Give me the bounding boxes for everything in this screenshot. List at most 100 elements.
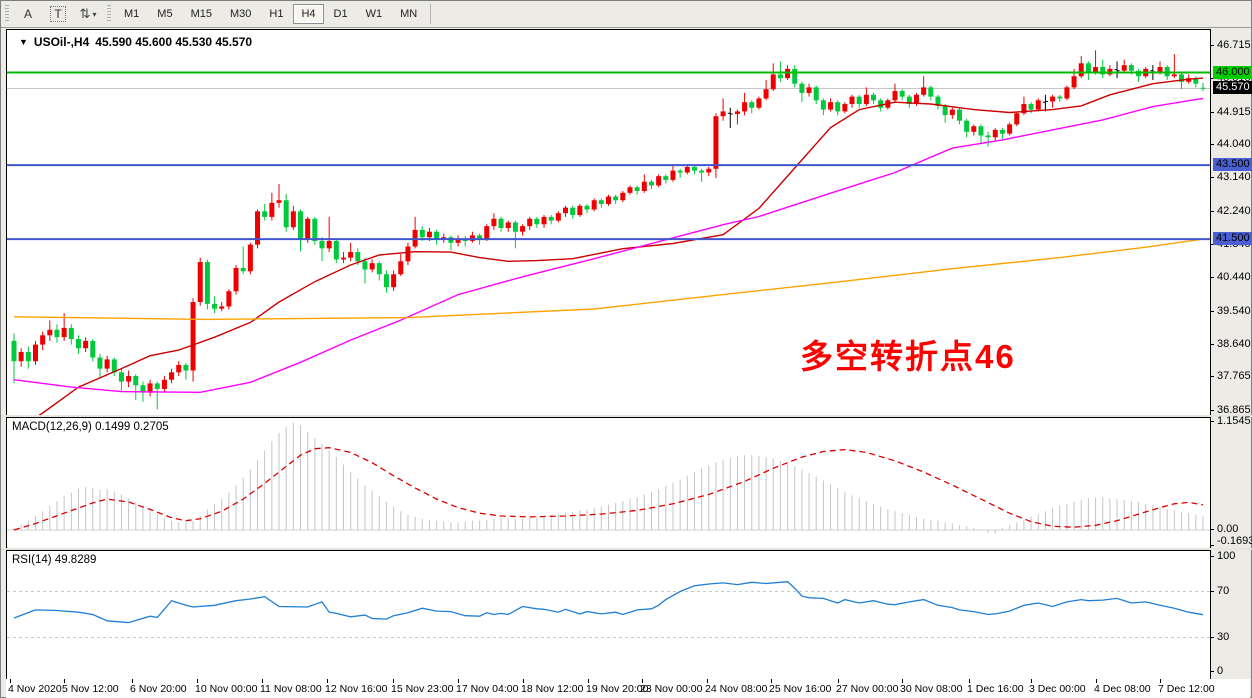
text-tool-button[interactable]: T: [44, 3, 72, 25]
price-axis-label: 44.915: [1217, 105, 1251, 118]
rsi-axis-label: 100: [1217, 550, 1236, 562]
axis-tick-mark: [1210, 210, 1214, 212]
time-axis-label: 4 Nov 2020: [8, 683, 62, 695]
ma-fast-red: [36, 77, 1204, 416]
time-axis-tick: [1160, 679, 1161, 683]
time-axis-label: 11 Nov 08:00: [260, 683, 322, 695]
macd-chart-svg[interactable]: [7, 418, 1210, 549]
timeframe-button-m30[interactable]: M30: [229, 8, 252, 20]
rsi-axis-label: 70: [1217, 584, 1230, 597]
timeframe-button-h4[interactable]: H4: [293, 4, 324, 24]
macd-histogram: [13, 422, 1204, 534]
price-axis-badge: 43.500: [1213, 158, 1252, 172]
axis-tick-mark: [1210, 343, 1214, 345]
rsi-chart-svg[interactable]: [7, 551, 1210, 679]
ma-slow-orange: [13, 238, 1204, 321]
price-axis-label: 43.140: [1217, 171, 1251, 184]
timeframe-bar: M1 M5 M15 M30 H1 H4 D1 W1 MN: [115, 4, 426, 24]
time-axis-tick: [902, 679, 903, 683]
chevron-down-icon: ▾: [92, 9, 97, 19]
time-axis-tick: [838, 679, 839, 683]
time-axis-tick: [64, 679, 65, 683]
rsi-axis-label: 30: [1217, 630, 1230, 643]
price-axis-label: 40.440: [1217, 271, 1251, 284]
rsi-line: [13, 581, 1204, 624]
time-axis-label: 7 Dec 12:00: [1158, 683, 1215, 695]
time-axis-label: 17 Nov 04:00: [456, 683, 519, 695]
panel-separator-2[interactable]: [1, 548, 1252, 550]
axis-tick-mark: [1210, 556, 1214, 557]
time-axis-tick: [10, 679, 11, 683]
macd-panel[interactable]: MACD(12,26,9) 0.1499 0.2705: [6, 417, 1211, 550]
symbol-title: ▼ USOil-,H4 45.590 45.600 45.530 45.570: [19, 35, 252, 49]
axis-tick-mark: [1210, 376, 1214, 378]
timeframe-button-h1[interactable]: H1: [269, 8, 284, 20]
axis-tick-mark: [1210, 177, 1214, 179]
time-axis[interactable]: 4 Nov 2020 5 Nov 12:00 6 Nov 20:00 10 Nov 0…: [6, 679, 1250, 698]
toolbar-grip[interactable]: [5, 5, 9, 23]
time-axis-label: 12 Nov 16:00: [325, 683, 388, 695]
toolbar-grip-2[interactable]: [107, 5, 111, 23]
price-axis-label: 39.540: [1217, 304, 1251, 317]
time-axis-tick: [1031, 679, 1032, 683]
time-axis-tick: [771, 679, 772, 683]
time-axis-label: 10 Nov 00:00: [195, 683, 258, 695]
axis-tick-mark: [1210, 421, 1214, 423]
main-chart-panel[interactable]: ▼ USOil-,H4 45.590 45.600 45.530 45.570 …: [6, 29, 1211, 417]
time-axis-tick: [327, 679, 328, 683]
toolbar-separator: [430, 4, 432, 24]
rsi-panel[interactable]: RSI(14) 49.8289: [6, 550, 1211, 680]
price-chart-svg[interactable]: [7, 30, 1210, 416]
time-axis-tick: [642, 679, 643, 683]
rsi-axis-label: 0: [1217, 665, 1224, 677]
price-axis-label: 37.765: [1217, 370, 1251, 383]
time-axis-tick: [197, 679, 198, 683]
axis-tick-mark: [1210, 244, 1214, 246]
timeframe-button-m15[interactable]: M15: [190, 8, 212, 20]
time-axis-label: 1 Dec 16:00: [967, 683, 1024, 695]
axis-tick-mark: [1210, 671, 1214, 672]
timeframe-button-d1[interactable]: D1: [333, 8, 348, 20]
price-axis-badge: 46.000: [1213, 65, 1252, 79]
timeframe-button-w1[interactable]: W1: [365, 8, 383, 20]
ma-mid-magenta: [13, 97, 1204, 394]
timeframe-button-m5[interactable]: M5: [157, 8, 173, 20]
time-axis-tick: [707, 679, 708, 683]
time-axis-tick: [523, 679, 524, 683]
time-axis-tick: [588, 679, 589, 683]
axis-tick-mark: [1210, 144, 1214, 146]
axis-tick-mark: [1210, 45, 1214, 47]
symbol-name: USOil-,H4: [33, 35, 90, 49]
symbol-ohlc: 45.590 45.600 45.530 45.570: [95, 35, 253, 49]
time-axis-label: 5 Nov 12:00: [62, 683, 119, 695]
time-axis-label: 25 Nov 16:00: [769, 683, 832, 695]
time-axis-tick: [262, 679, 263, 683]
panel-separator-1[interactable]: [1, 415, 1252, 417]
rsi-label: RSI(14) 49.8289: [12, 554, 97, 566]
price-axis-label: 38.640: [1217, 337, 1251, 350]
candles-layer: [11, 50, 1206, 410]
time-axis-label: 18 Nov 12:00: [521, 683, 584, 695]
price-axis[interactable]: 46.71545.81544.91544.04043.14042.24041.3…: [1210, 29, 1252, 679]
macd-axis-label: 0.00: [1217, 523, 1239, 535]
macd-label: MACD(12,26,9) 0.1499 0.2705: [12, 421, 169, 433]
macd-axis-label: -0.1693: [1217, 535, 1252, 547]
macd-axis-label: 1.1545: [1217, 415, 1251, 428]
axis-tick-mark: [1210, 111, 1214, 113]
timeframe-button-mn[interactable]: MN: [400, 8, 418, 20]
timeframe-button-m1[interactable]: M1: [124, 8, 140, 20]
price-axis-label: 42.240: [1217, 204, 1251, 217]
arrange-arrows-button[interactable]: ⇅ ▾: [74, 3, 102, 25]
time-axis-label: 23 Nov 00:00: [640, 683, 703, 695]
price-axis-label: 46.715: [1217, 39, 1251, 52]
chart-annotation[interactable]: 多空转折点46: [800, 338, 1016, 375]
arrange-arrows-icon: ⇅: [79, 6, 91, 21]
axis-tick-mark: [1210, 277, 1214, 279]
time-axis-label: 24 Nov 08:00: [705, 683, 768, 695]
axis-tick-mark: [1210, 310, 1214, 312]
text-label-tool-button[interactable]: A: [23, 7, 32, 21]
time-axis-tick: [393, 679, 394, 683]
